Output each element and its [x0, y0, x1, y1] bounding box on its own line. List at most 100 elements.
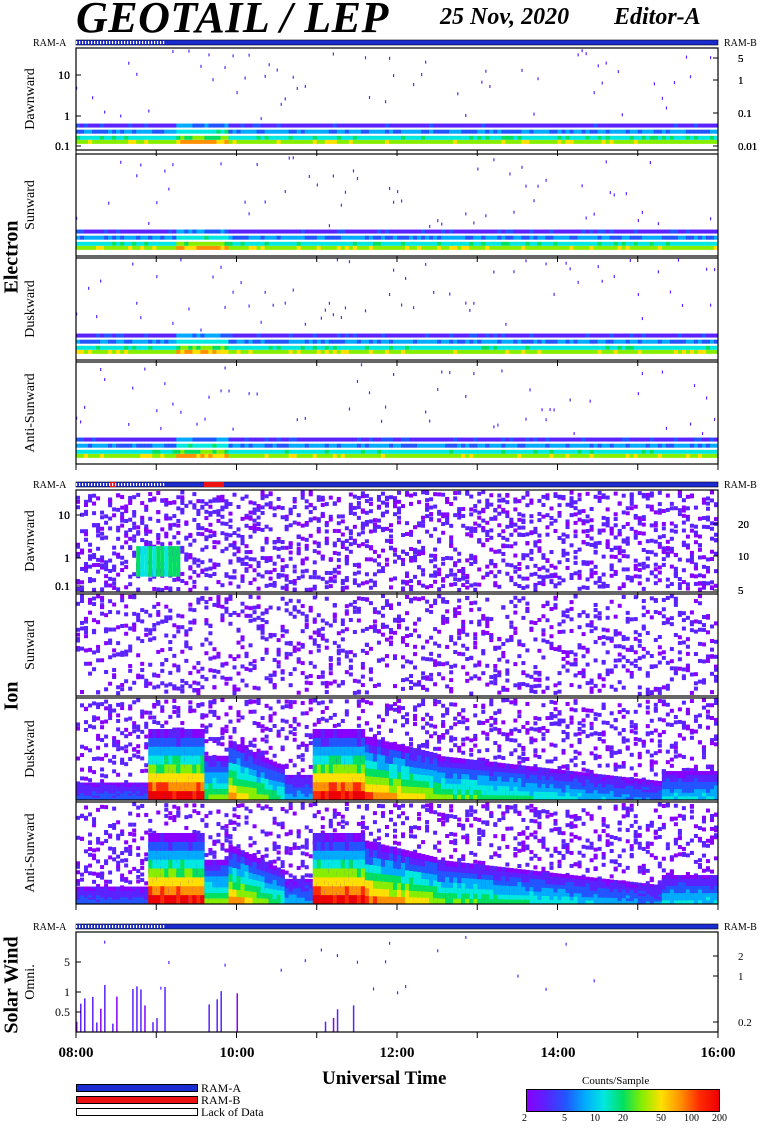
heatmap-cell [248, 235, 253, 240]
heatmap-cell [521, 449, 526, 454]
heatmap-cell [617, 558, 622, 563]
heatmap-cell [340, 453, 346, 458]
heatmap-cell [324, 437, 330, 442]
heatmap-cell [228, 389, 230, 393]
heatmap-cell [685, 494, 690, 499]
heatmap-cell [348, 229, 354, 234]
heatmap-cell [413, 339, 418, 344]
heatmap-cell [216, 512, 221, 517]
heatmap-cell [188, 542, 193, 547]
heatmap-cell [577, 453, 582, 458]
heatmap-cell [296, 542, 301, 547]
heatmap-cell [232, 339, 237, 344]
heatmap-cell [180, 649, 185, 654]
heatmap-cell [100, 595, 105, 600]
heatmap-cell [76, 638, 81, 643]
heatmap-cell [469, 453, 474, 458]
heatmap-cell [208, 573, 213, 578]
heatmap-cell [112, 345, 117, 350]
heatmap-cell [384, 245, 390, 250]
heatmap-cell [212, 533, 217, 538]
heatmap-cell [296, 135, 301, 140]
heatmap-cell [344, 558, 349, 563]
heatmap-cell [673, 506, 678, 511]
heatmap-cell [212, 241, 217, 246]
heatmap-cell [653, 521, 658, 526]
heatmap-cell [164, 235, 169, 240]
heatmap-cell [372, 572, 377, 577]
heatmap-cell [196, 139, 201, 144]
heatmap-cell [449, 241, 454, 246]
heatmap-cell [509, 241, 514, 246]
heatmap-cell [108, 449, 113, 454]
heatmap-cell [192, 139, 197, 144]
heatmap-cell [120, 511, 125, 516]
heatmap-cell [128, 129, 133, 134]
heatmap-cell [200, 547, 205, 552]
heatmap-cell [493, 333, 498, 338]
heatmap-cell [84, 619, 89, 624]
heatmap-cell [172, 663, 177, 668]
heatmap-cell [549, 550, 554, 555]
heatmap-cell [204, 453, 209, 458]
heatmap-cell [521, 520, 526, 525]
heatmap-cell [657, 490, 662, 495]
heatmap-cell [148, 449, 153, 454]
heatmap-cell [192, 688, 197, 693]
heatmap-cell [148, 229, 153, 234]
heatmap-cell [296, 641, 301, 646]
heatmap-cell [713, 235, 719, 240]
heatmap-cell [577, 345, 582, 350]
heatmap-cell [388, 449, 394, 454]
heatmap-cell [120, 443, 125, 448]
heatmap-cell [649, 523, 654, 528]
heatmap-cell [308, 533, 313, 538]
heatmap-cell [421, 349, 426, 354]
heatmap-cell [601, 528, 606, 533]
heatmap-cell [164, 349, 169, 354]
heatmap-cell [80, 566, 85, 571]
heatmap-cell [641, 586, 646, 591]
heatmap-cell [172, 339, 177, 344]
heatmap-cell [232, 345, 237, 350]
heatmap-cell [208, 345, 213, 350]
heatmap-cell [525, 576, 530, 581]
figure-title: GEOTAIL / LEP [76, 0, 389, 42]
heatmap-cell [641, 349, 647, 354]
heatmap-cell [80, 594, 85, 599]
heatmap-cell [509, 544, 514, 549]
heatmap-cell [513, 449, 518, 454]
heatmap-cell [308, 241, 314, 246]
heatmap-cell [140, 339, 145, 344]
heatmap-cell [469, 339, 474, 344]
heatmap-cell [565, 534, 570, 539]
heatmap-cell [625, 192, 627, 196]
heatmap-cell [332, 349, 338, 354]
heatmap-cell [605, 443, 610, 448]
heatmap-cell [160, 229, 165, 234]
heatmap-cell [128, 437, 133, 442]
heatmap-cell [96, 533, 101, 538]
heatmap-cell [128, 123, 133, 128]
heatmap-cell [172, 235, 177, 240]
heatmap-cell [80, 449, 85, 454]
heatmap-cell [433, 139, 438, 144]
heatmap-cell [328, 584, 333, 589]
heatmap-cell [84, 245, 89, 250]
heatmap-cell [312, 449, 318, 454]
heatmap-cell [481, 437, 486, 442]
heatmap-cell [260, 123, 265, 128]
heatmap-cell [248, 557, 253, 562]
heatmap-cell [441, 449, 446, 454]
heatmap-cell [521, 123, 526, 128]
heatmap-cell [220, 345, 225, 350]
heatmap-cell [148, 540, 153, 545]
heatmap-cell [573, 453, 578, 458]
y2-tick-label: 1 [738, 75, 744, 87]
heatmap-cell [272, 683, 277, 688]
heatmap-cell [252, 245, 257, 250]
heatmap-cell [164, 169, 166, 173]
heatmap-cell [641, 547, 646, 552]
heatmap-cell [585, 216, 587, 220]
heatmap-cell [132, 525, 137, 530]
